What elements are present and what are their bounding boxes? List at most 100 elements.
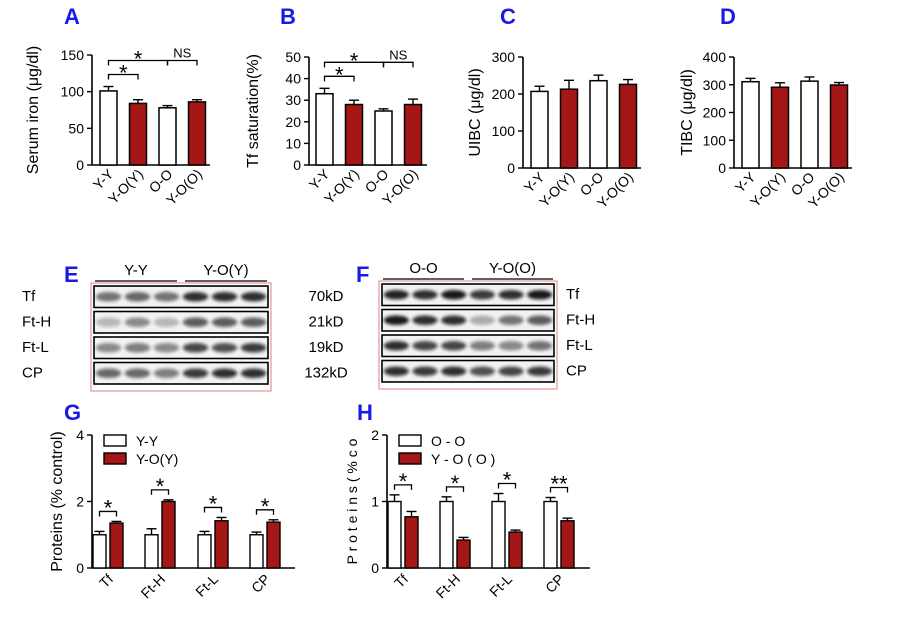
y-tick-label: 10 — [285, 135, 301, 151]
blot-strip — [93, 336, 269, 360]
y-tick-label: 150 — [61, 47, 85, 63]
blot-band — [383, 315, 409, 325]
blot-band — [211, 343, 238, 353]
y-axis-label: Serum iron (μg/dl) — [25, 46, 42, 174]
significance-bracket — [549, 486, 569, 493]
x-tick-label: Ft-L — [486, 571, 515, 600]
panel-letter: D — [720, 4, 736, 29]
blot-band — [412, 341, 438, 351]
y-tick-label: 2 — [371, 427, 379, 443]
significance-label: * — [503, 468, 512, 493]
bar — [161, 500, 176, 569]
bar — [439, 500, 454, 569]
bar — [618, 83, 638, 169]
bar — [374, 110, 393, 166]
significance-label: * — [156, 474, 165, 499]
x-tick-label: CP — [542, 571, 567, 596]
blot-band — [240, 292, 267, 302]
bar — [144, 534, 159, 569]
y-tick-label: 100 — [703, 132, 727, 148]
y-tick-label: 0 — [718, 160, 726, 176]
y-tick-label: 300 — [703, 77, 727, 93]
legend-label: Y - O ( O ) — [431, 451, 495, 467]
blot-row-label: Tf — [566, 286, 580, 303]
blot-row-label: Ft-L — [22, 339, 49, 356]
y-tick-label: 0 — [76, 560, 84, 576]
blot-band — [412, 290, 438, 300]
y-tick-label: 200 — [703, 105, 727, 121]
significance-bracket — [323, 75, 355, 82]
bar — [508, 531, 523, 569]
blot-band — [153, 368, 180, 378]
significance-label: * — [104, 495, 113, 520]
significance-label: * — [209, 491, 218, 516]
significance-bracket — [166, 59, 198, 66]
blot-band — [124, 317, 151, 327]
molecular-weight-label: 70kD — [308, 288, 343, 305]
blot-row-label: Ft-H — [566, 311, 595, 328]
blot-band — [153, 343, 180, 353]
blot-band — [383, 290, 409, 300]
y-tick-label: 40 — [285, 71, 301, 87]
y-axis-label: Tf saturation(%) — [245, 54, 262, 168]
blot-panel-f: F O-O Y-O(O) Tf Ft-H Ft-L CP — [356, 260, 595, 390]
significance-label: * — [350, 48, 359, 73]
significance-bracket — [445, 486, 465, 492]
panel-letter: C — [500, 4, 516, 29]
bar — [589, 79, 608, 169]
x-tick-label: Ft-L — [192, 571, 221, 600]
x-tick-label: Ft-H — [433, 571, 464, 602]
bar — [404, 516, 419, 569]
blot-group-label: Y-O(O) — [489, 260, 536, 277]
y-axis-label: Proteins (% control) — [49, 431, 66, 572]
y-tick-label: 50 — [68, 120, 84, 136]
bar — [543, 500, 558, 569]
blot-band — [153, 317, 180, 327]
blot-row-label: Ft-L — [566, 337, 593, 354]
blot-strip — [381, 308, 555, 332]
bar — [387, 500, 402, 569]
significance-bracket — [150, 489, 170, 495]
y-tick-label: 20 — [285, 114, 301, 130]
blot-band — [95, 368, 122, 378]
legend-label: O - O — [431, 433, 465, 449]
blot-strip — [93, 310, 269, 334]
x-tick-label: Tf — [391, 571, 411, 591]
blot-band — [182, 343, 209, 353]
y-tick-label: 0 — [76, 157, 84, 173]
blot-band — [498, 366, 524, 376]
bar — [829, 84, 849, 169]
bar — [266, 521, 281, 569]
blot-panel-e: E Y-Y Y-O(Y) Tf 70kD Ft-H 21kD Ft-L 19kD CP 132kD — [22, 262, 348, 392]
y-axis-label: TIBC (μg/dl) — [679, 69, 696, 156]
blot-band — [469, 290, 495, 300]
blot-band — [527, 290, 553, 300]
blot-row-label: Tf — [22, 288, 36, 305]
blot-row-label: Ft-H — [22, 313, 51, 330]
blot-band — [469, 315, 495, 325]
bar — [559, 88, 579, 169]
significance-bracket — [255, 509, 275, 515]
blot-band — [240, 317, 267, 327]
y-axis-label: UIBC (μg/dl) — [467, 68, 484, 156]
y-tick-label: 50 — [285, 49, 301, 65]
bar — [197, 534, 212, 569]
blot-band — [383, 366, 409, 376]
y-tick-label: 4 — [76, 427, 84, 443]
significance-label: NS — [173, 46, 191, 61]
y-tick-label: 0 — [507, 160, 515, 176]
blot-strip — [93, 285, 269, 309]
bar — [770, 86, 790, 169]
blot-band — [95, 292, 122, 302]
significance-bracket — [382, 61, 414, 68]
molecular-weight-label: 19kD — [308, 339, 343, 356]
bar — [741, 80, 760, 169]
bar — [560, 520, 575, 569]
blot-strip — [381, 283, 555, 307]
panel-letter: H — [357, 400, 373, 425]
blot-group-label: O-O — [409, 260, 437, 277]
significance-label: ** — [550, 472, 568, 497]
